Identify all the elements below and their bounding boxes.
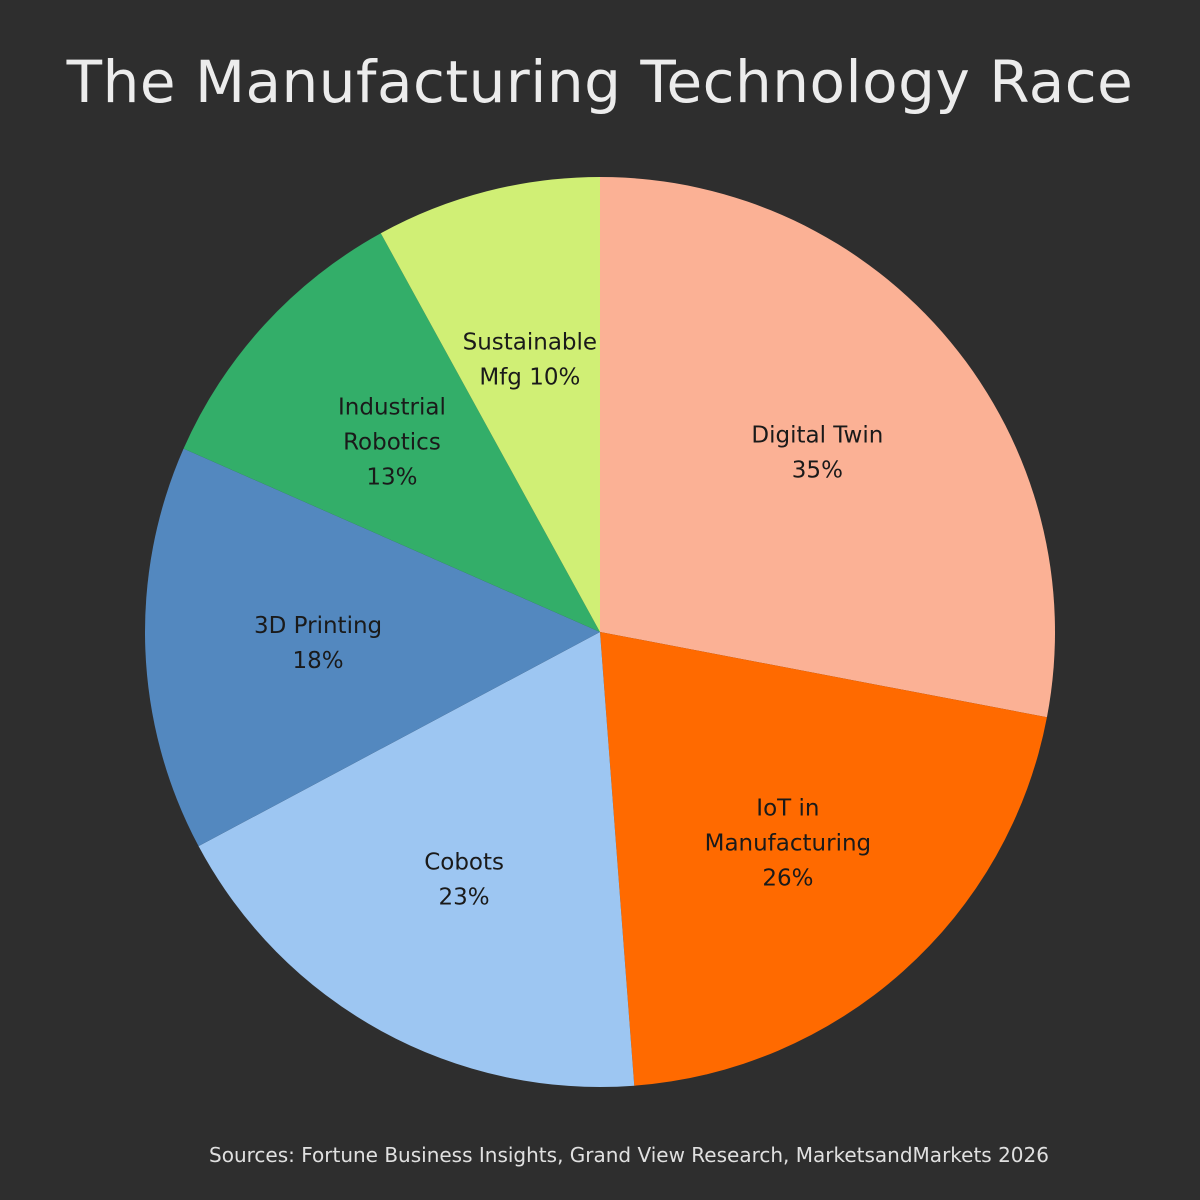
slice-label-cobots: Cobots 23%	[424, 850, 504, 911]
slice-label-line: Robotics	[343, 429, 441, 455]
slice-label-line: 3D Printing	[254, 613, 382, 639]
pie-slice-sustainable-mfg	[380, 177, 600, 632]
slice-label-line: IoT in	[756, 795, 819, 821]
slice-label-3d-printing: 3D Printing 18%	[254, 613, 382, 674]
slice-label-industrial-robotics: Industrial Robotics 13%	[338, 394, 446, 490]
slice-label-iot-in-manufacturing: IoT in Manufacturing 26%	[705, 795, 872, 891]
slice-label-line: 26%	[762, 865, 813, 891]
slice-label-line: 35%	[792, 458, 843, 484]
slice-label-digital-twin: Digital Twin 35%	[751, 423, 883, 484]
slice-label-sustainable-mfg: Sustainable Mfg 10%	[463, 329, 597, 390]
slice-label-line: Cobots	[424, 850, 504, 876]
pie-slice-cobots	[198, 632, 635, 1087]
slice-label-line: 23%	[439, 885, 490, 911]
pie-labels: Digital Twin 35% IoT in Manufacturing 26% Cob…	[254, 329, 883, 910]
pie-slices	[145, 177, 1055, 1087]
pie-slice-digital-twin	[600, 177, 1055, 718]
slice-label-line: Digital Twin	[751, 423, 883, 449]
chart-source-note: Sources: Fortune Business Insights, Gran…	[209, 1143, 1049, 1167]
pie-slice-industrial-robotics	[183, 233, 601, 632]
pie-slice-iot-in-manufacturing	[600, 632, 1047, 1086]
slice-label-line: Manufacturing	[705, 830, 872, 856]
slice-label-line: Mfg 10%	[479, 364, 580, 390]
slice-label-line: 18%	[293, 648, 344, 674]
slice-label-line: 13%	[366, 464, 417, 490]
slice-label-line: Industrial	[338, 394, 446, 420]
pie-slice-3d-printing	[145, 448, 600, 847]
chart-title: The Manufacturing Technology Race	[66, 48, 1134, 116]
slice-label-line: Sustainable	[463, 329, 597, 355]
